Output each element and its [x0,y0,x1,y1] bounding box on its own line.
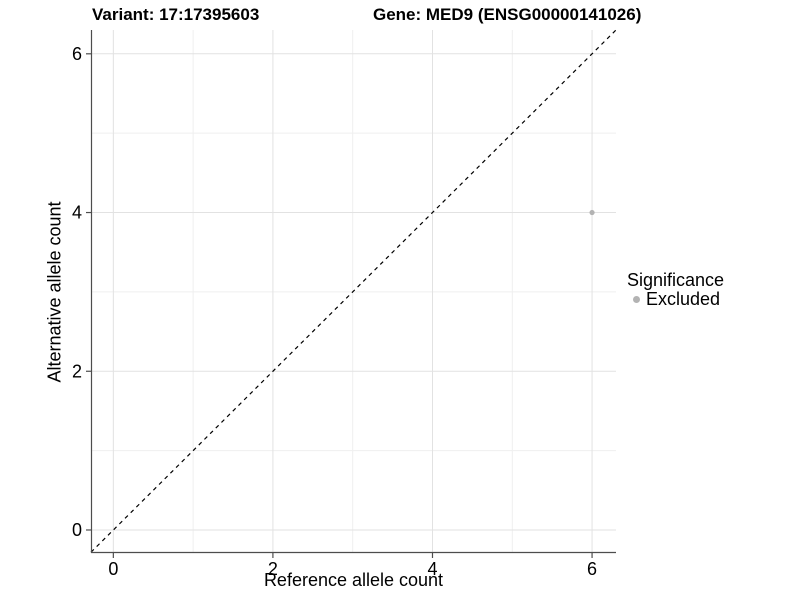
legend-title: Significance [627,270,725,290]
legend: Significance Excluded [627,270,724,309]
x-tick-label: 4 [427,559,437,579]
plot-panel: 0 2 4 6 0 2 4 6 [72,29,617,579]
y-tick-label: 6 [72,44,82,64]
x-tick-label: 6 [587,559,597,579]
y-axis-title: Alternative allele count [44,201,65,383]
identity-line [90,29,617,553]
x-tick-label: 2 [268,559,278,579]
legend-point-icon [633,296,640,303]
plot-title-variant: Variant: 17:17395603 [92,5,260,24]
legend-item: Excluded [627,290,724,309]
y-tick-label: 4 [72,203,82,223]
x-tick-label: 0 [108,559,118,579]
legend-item-label: Excluded [646,289,721,309]
legend-items: Excluded [627,290,724,309]
data-point [589,209,595,216]
x-axis-title: Reference allele count [263,570,444,590]
plot-title-gene: Gene: MED9 (ENSG00000141026) [373,5,642,24]
y-tick-label: 2 [72,361,82,381]
y-tick-label: 0 [72,520,82,540]
